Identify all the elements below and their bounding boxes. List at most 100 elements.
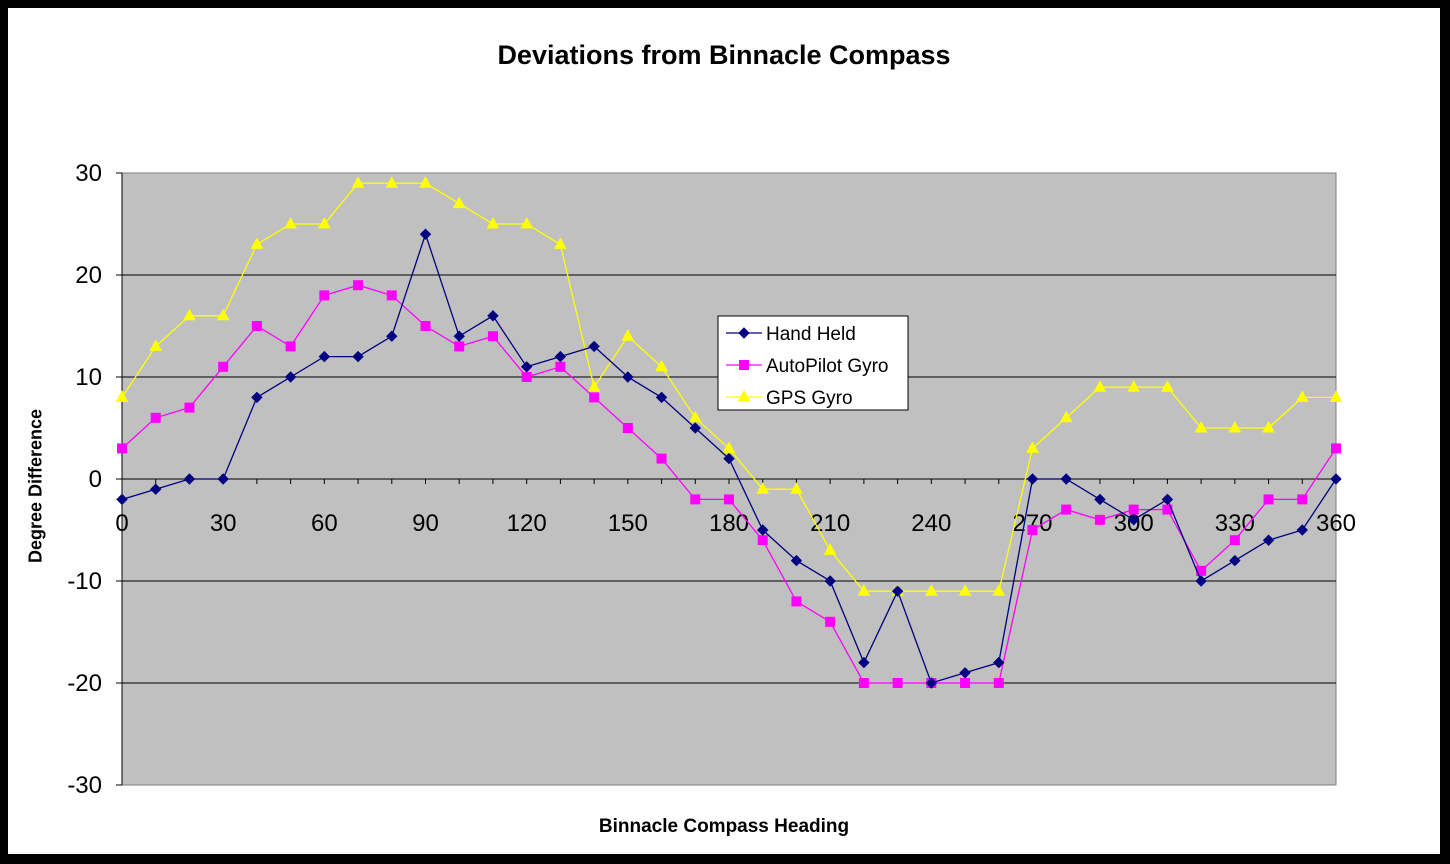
data-point-autopilot-gyro	[656, 453, 667, 464]
y-tick-label: -20	[67, 670, 102, 697]
data-point-gps-gyro	[115, 390, 129, 402]
data-point-hand-held	[1094, 493, 1106, 506]
data-point-gps-gyro	[722, 441, 736, 453]
data-point-gps-gyro	[1161, 380, 1174, 392]
data-point-hand-held	[352, 350, 364, 363]
data-point-hand-held	[251, 391, 263, 404]
x-tick-label: 180	[709, 510, 749, 537]
data-point-gps-gyro	[554, 237, 567, 249]
data-point-hand-held	[453, 330, 465, 342]
data-point-gps-gyro	[351, 176, 365, 188]
data-point-autopilot-gyro	[960, 678, 971, 688]
data-point-gps-gyro	[1093, 380, 1107, 392]
data-point-gps-gyro	[520, 216, 534, 229]
data-point-gps-gyro	[183, 308, 196, 321]
legend-marker-hand-held	[738, 327, 750, 339]
data-point-hand-held	[1330, 473, 1342, 485]
data-point-gps-gyro	[452, 196, 466, 209]
data-point-gps-gyro	[419, 176, 432, 188]
data-point-gps-gyro	[385, 176, 399, 188]
data-point-autopilot-gyro	[420, 321, 431, 331]
data-point-hand-held	[993, 656, 1005, 669]
data-point-autopilot-gyro	[757, 535, 768, 546]
y-tick-label: 10	[75, 364, 102, 391]
data-point-gps-gyro	[790, 482, 803, 494]
data-point-gps-gyro	[1228, 420, 1242, 433]
data-point-autopilot-gyro	[1027, 525, 1038, 535]
data-point-gps-gyro	[823, 543, 837, 555]
data-point-autopilot-gyro	[117, 443, 127, 454]
data-point-autopilot-gyro	[1297, 494, 1308, 505]
y-tick-label: -30	[67, 772, 102, 799]
x-tick-label: 360	[1316, 510, 1356, 537]
data-point-gps-gyro	[992, 584, 1006, 596]
data-point-autopilot-gyro	[1094, 514, 1105, 525]
y-tick-label: 0	[89, 466, 102, 493]
chart-frame: Deviations from Binnacle Compass Degree …	[8, 8, 1440, 854]
data-point-hand-held	[588, 340, 600, 353]
data-point-hand-held	[1262, 534, 1275, 546]
data-point-hand-held	[183, 473, 196, 485]
data-point-gps-gyro	[688, 410, 702, 423]
data-point-gps-gyro	[655, 359, 668, 372]
data-point-autopilot-gyro	[386, 290, 397, 301]
data-point-autopilot-gyro	[1061, 504, 1072, 515]
chart-title: Deviations from Binnacle Compass	[497, 40, 951, 70]
data-point-gps-gyro	[284, 216, 297, 229]
data-point-autopilot-gyro	[892, 678, 903, 688]
data-point-hand-held	[858, 656, 870, 669]
x-tick-label: 30	[210, 510, 237, 537]
x-tick-label: 240	[911, 510, 951, 537]
data-point-autopilot-gyro	[487, 331, 498, 342]
data-point-autopilot-gyro	[285, 341, 296, 352]
data-point-gps-gyro	[1127, 380, 1141, 392]
data-point-hand-held	[757, 524, 769, 536]
data-point-hand-held	[150, 483, 162, 495]
data-point-gps-gyro	[250, 237, 264, 249]
data-point-gps-gyro	[317, 216, 331, 229]
data-point-hand-held	[1296, 524, 1308, 536]
data-point-hand-held	[689, 422, 701, 434]
data-point-gps-gyro	[587, 380, 601, 392]
legend-label-gps-gyro: GPS Gyro	[766, 388, 853, 409]
data-point-gps-gyro	[958, 584, 972, 596]
data-point-gps-gyro	[149, 339, 163, 351]
data-point-gps-gyro	[621, 329, 635, 341]
data-point-autopilot-gyro	[150, 412, 161, 423]
data-point-hand-held	[116, 493, 128, 506]
data-point-hand-held	[318, 350, 331, 363]
data-point-gps-gyro	[1026, 441, 1039, 453]
data-point-autopilot-gyro	[1331, 443, 1341, 454]
data-point-hand-held	[284, 371, 297, 383]
data-point-autopilot-gyro	[791, 596, 802, 607]
data-point-gps-gyro	[1295, 390, 1309, 402]
data-point-autopilot-gyro	[184, 402, 195, 413]
data-point-hand-held	[959, 667, 971, 679]
data-point-autopilot-gyro	[724, 494, 734, 505]
y-tick-label: 20	[75, 262, 102, 289]
data-point-hand-held	[419, 228, 432, 240]
y-tick-label: -10	[67, 568, 102, 595]
data-point-hand-held	[554, 350, 567, 363]
data-point-gps-gyro	[216, 308, 230, 321]
data-point-autopilot-gyro	[1263, 494, 1274, 505]
data-point-autopilot-gyro	[454, 341, 465, 352]
data-point-hand-held	[1060, 473, 1072, 485]
data-point-hand-held	[487, 310, 499, 322]
data-point-gps-gyro	[1194, 420, 1208, 433]
x-axis-label: Binnacle Compass Heading	[598, 816, 850, 837]
x-tick-label: 60	[311, 510, 338, 537]
data-point-hand-held	[1161, 493, 1174, 506]
data-point-autopilot-gyro	[251, 321, 262, 331]
data-point-gps-gyro	[486, 216, 500, 229]
data-point-gps-gyro	[756, 482, 770, 494]
data-point-gps-gyro	[1329, 390, 1343, 402]
y-tick-label: 30	[75, 160, 102, 187]
data-point-autopilot-gyro	[825, 616, 836, 627]
data-point-hand-held	[925, 677, 938, 689]
data-point-gps-gyro	[1262, 420, 1275, 433]
data-point-hand-held	[520, 361, 533, 373]
data-point-hand-held	[891, 585, 904, 597]
data-point-autopilot-gyro	[993, 678, 1004, 688]
